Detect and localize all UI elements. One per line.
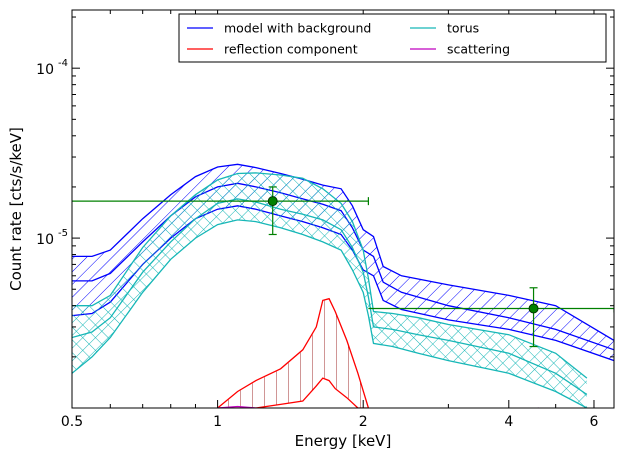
series-lower-line — [217, 377, 369, 408]
legend-box — [178, 13, 607, 63]
plot-area — [72, 163, 614, 408]
legend-label: reflection component — [224, 42, 358, 57]
data-point-marker — [267, 196, 278, 207]
series-torus — [72, 172, 588, 408]
data-point-1 — [72, 186, 369, 236]
legend-label: model with background — [224, 21, 371, 36]
series-line — [217, 405, 543, 408]
y-tick-exponent: -4 — [58, 58, 68, 69]
legend-label: scattering — [447, 42, 510, 57]
x-tick-label: 4 — [504, 414, 513, 430]
x-tick-label: 1 — [213, 414, 222, 430]
legend: model with background torus reflection com… — [178, 13, 607, 63]
series-scattering — [217, 405, 543, 408]
y-tick-label: 10 — [36, 62, 54, 78]
x-tick-label: 0.5 — [61, 414, 83, 430]
data-point-2 — [368, 287, 614, 348]
y-tick-exponent: -5 — [58, 228, 68, 239]
series-upper-line — [217, 297, 370, 408]
series-reflection-component — [217, 297, 370, 408]
plot-frame — [71, 9, 615, 409]
series-lower-line — [72, 219, 588, 408]
legend-label: torus — [447, 21, 479, 36]
x-tick-label: 2 — [359, 414, 368, 430]
series-upper-line — [72, 163, 614, 341]
y-axis-label: Count rate [cts/s/keV] — [7, 127, 25, 291]
x-axis-label: Energy [keV] — [295, 432, 392, 450]
series-upper-line — [72, 172, 588, 379]
data-point-marker — [528, 303, 539, 314]
series-band — [217, 298, 369, 408]
y-tick-label: 10 — [36, 232, 54, 248]
x-tick-label: 6 — [590, 414, 599, 430]
series-mid-line — [72, 198, 588, 396]
series-band — [72, 172, 587, 408]
